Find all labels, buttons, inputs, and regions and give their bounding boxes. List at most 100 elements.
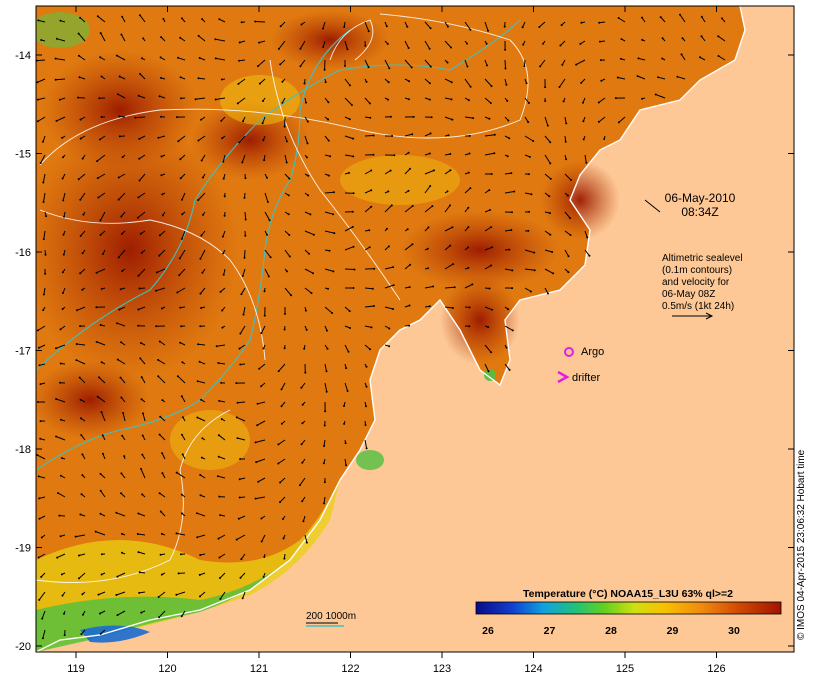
velocity-arrow-head [305, 101, 307, 104]
velocity-arrow [278, 363, 286, 372]
velocity-arrow-head [99, 219, 102, 222]
velocity-arrow-head [118, 135, 121, 138]
velocity-arrow-head [565, 122, 568, 125]
velocity-arrow-head [387, 190, 390, 193]
velocity-arrow-head [408, 304, 411, 307]
velocity-arrow-head [220, 78, 223, 81]
velocity-arrow-head [221, 326, 224, 329]
velocity-arrow-head [141, 493, 144, 496]
velocity-arrow-head [467, 206, 470, 209]
velocity-arrow-head [659, 16, 662, 19]
velocity-arrow [159, 230, 166, 236]
velocity-arrow [544, 173, 552, 180]
velocity-arrow-head [139, 73, 142, 75]
velocity-arrow-head [55, 347, 57, 350]
velocity-arrow-head [449, 169, 452, 172]
velocity-arrow-head [80, 434, 83, 437]
velocity-arrow-head [549, 177, 552, 180]
velocity-arrow [244, 211, 247, 220]
velocity-arrow-head [61, 308, 64, 310]
velocity-arrow-head [178, 257, 181, 260]
velocity-arrow-head [235, 538, 238, 541]
velocity-arrow-head [387, 81, 390, 84]
velocity-arrow-head [181, 416, 184, 419]
velocity-arrow [157, 375, 166, 384]
velocity-arrow-head [79, 398, 82, 401]
velocity-arrow [278, 458, 286, 464]
velocity-arrow-head [219, 597, 222, 600]
velocity-arrow-head [100, 553, 103, 556]
velocity-arrow-head [544, 86, 547, 89]
velocity-arrow [424, 205, 433, 213]
velocity-arrow-head [197, 139, 200, 142]
velocity-arrow-head [180, 553, 182, 556]
velocity-arrow-head [138, 137, 141, 140]
velocity-arrow-head [365, 80, 368, 83]
velocity-arrow [484, 246, 493, 251]
lat-tick-label: -15 [15, 149, 31, 161]
velocity-arrow-head [505, 83, 508, 86]
velocity-arrow [242, 591, 246, 599]
velocity-arrow [219, 572, 226, 579]
velocity-arrow-head [527, 121, 530, 124]
velocity-arrow [239, 325, 246, 334]
velocity-arrow-head [160, 36, 163, 39]
velocity-arrow [176, 472, 186, 479]
velocity-arrow-head [597, 120, 600, 123]
velocity-arrow [237, 97, 246, 104]
velocity-arrow-head [79, 513, 82, 516]
velocity-arrow [424, 59, 432, 67]
velocity-arrow [98, 377, 106, 384]
velocity-arrow-head [180, 325, 183, 328]
velocity-arrow-head [41, 617, 44, 620]
velocity-arrow-head [529, 290, 532, 293]
velocity-arrow [159, 341, 166, 346]
velocity-arrow-head [410, 66, 413, 69]
velocity-arrow-head [343, 25, 346, 28]
velocity-arrow-head [450, 46, 452, 49]
velocity-arrow-head [428, 98, 431, 101]
velocity-arrow-head [219, 577, 221, 579]
velocity-arrow-head [160, 532, 163, 535]
velocity-arrow-head [620, 38, 623, 41]
velocity-arrow-head [79, 272, 82, 275]
velocity-arrow-head [241, 161, 244, 164]
velocity-arrow-head [77, 96, 79, 99]
velocity-arrow-head [220, 381, 223, 384]
velocity-arrow [196, 512, 206, 517]
velocity-arrow [116, 322, 126, 327]
velocity-arrow [97, 396, 106, 403]
velocity-arrow [37, 78, 46, 83]
velocity-arrow-head [36, 329, 39, 332]
velocity-arrow-head [260, 332, 263, 335]
velocity-arrow [238, 515, 246, 520]
velocity-arrow [79, 268, 86, 274]
velocity-arrow [344, 97, 353, 106]
velocity-arrow [524, 249, 535, 254]
velocity-arrow-head [387, 245, 390, 248]
velocity-arrow [96, 268, 106, 274]
velocity-arrow [181, 192, 186, 201]
altimetry-legend: Altimetric sealevel (0.1m contours) and … [662, 253, 743, 320]
velocity-arrow-head [542, 42, 545, 45]
velocity-arrow [701, 16, 706, 23]
velocity-arrow-head [352, 137, 355, 140]
velocity-arrow-head [118, 115, 121, 118]
velocity-arrow-head [283, 125, 286, 128]
velocity-arrow [38, 344, 46, 349]
velocity-arrow-head [533, 251, 536, 254]
velocity-arrow [304, 268, 314, 274]
velocity-arrow [199, 591, 206, 597]
velocity-arrow [55, 344, 66, 349]
velocity-arrow-head [160, 155, 163, 158]
velocity-arrow-head [116, 358, 119, 361]
velocity-arrow-head [199, 494, 202, 497]
velocity-arrow-head [140, 398, 143, 401]
velocity-arrow-head [469, 85, 472, 88]
velocity-arrow [424, 132, 431, 137]
velocity-arrow [78, 572, 86, 579]
velocity-arrow-head [447, 134, 450, 137]
velocity-arrow-head [239, 576, 242, 579]
velocity-arrow [139, 14, 146, 23]
velocity-arrow-head [527, 229, 530, 232]
